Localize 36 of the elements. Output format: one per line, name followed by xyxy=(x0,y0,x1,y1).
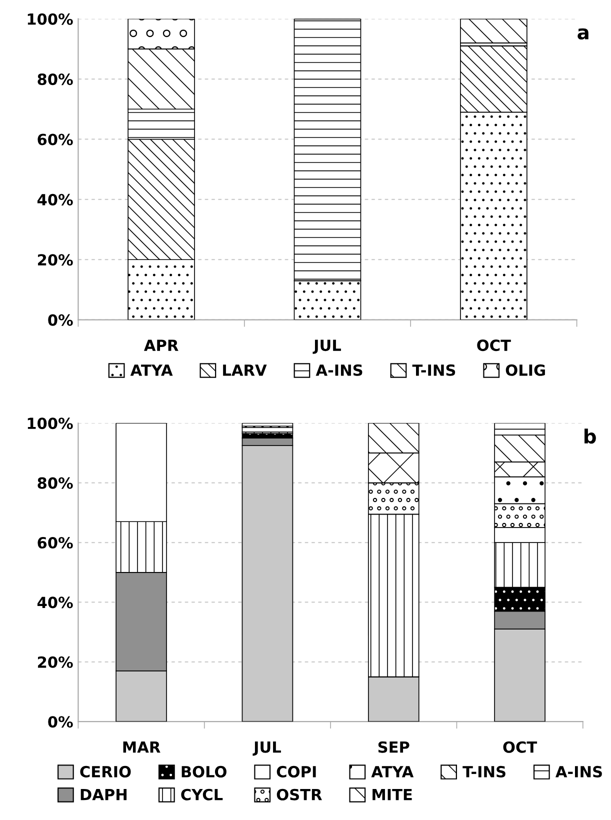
x-tick-label: MAR xyxy=(123,742,160,753)
legend-label: T-INS xyxy=(462,766,506,778)
x-tick-label: JUL xyxy=(312,340,341,354)
legend-label: BOLO xyxy=(182,766,226,778)
x-tick-label: JUL xyxy=(252,742,281,756)
y-tick-label: 80% xyxy=(38,74,73,86)
y-tick-label: 0% xyxy=(48,314,73,326)
x-tick-label: OCT xyxy=(477,340,511,352)
y-tick-label: 40% xyxy=(37,194,73,206)
x-tick-label: APR xyxy=(144,340,178,351)
x-tick-label: OCT xyxy=(503,741,538,753)
legend-label: MITE xyxy=(372,789,412,800)
legend-label: OLIG xyxy=(506,364,545,376)
y-tick-label: 20% xyxy=(38,656,73,668)
y-tick-label: 40% xyxy=(37,596,73,608)
y-tick-label: 60% xyxy=(38,134,73,146)
legend-label: ATYA xyxy=(130,364,173,376)
text: a xyxy=(578,28,588,40)
y-tick-label: 20% xyxy=(38,254,73,266)
legend-label: ATYA xyxy=(371,766,414,778)
text: b xyxy=(584,428,596,444)
y-tick-label: 100% xyxy=(28,418,73,430)
y-tick-label: 0% xyxy=(48,716,73,728)
legend-label: CERIO xyxy=(80,766,131,778)
legend-label: COPI xyxy=(276,766,316,778)
y-tick-label: 80% xyxy=(38,477,73,489)
legend-label: CYCL xyxy=(181,788,223,800)
legend-label: OSTR xyxy=(276,788,322,800)
legend-label: A-INS xyxy=(555,766,602,778)
legend-label: T-INS xyxy=(412,364,456,376)
legend-label: A-INS xyxy=(316,364,362,376)
y-tick-label: 60% xyxy=(38,536,73,549)
x-tick-label: SEP xyxy=(378,741,410,753)
legend-label: LARV xyxy=(223,364,267,376)
y-tick-label: 100% xyxy=(28,13,73,25)
legend-label: DAPH xyxy=(80,789,127,800)
